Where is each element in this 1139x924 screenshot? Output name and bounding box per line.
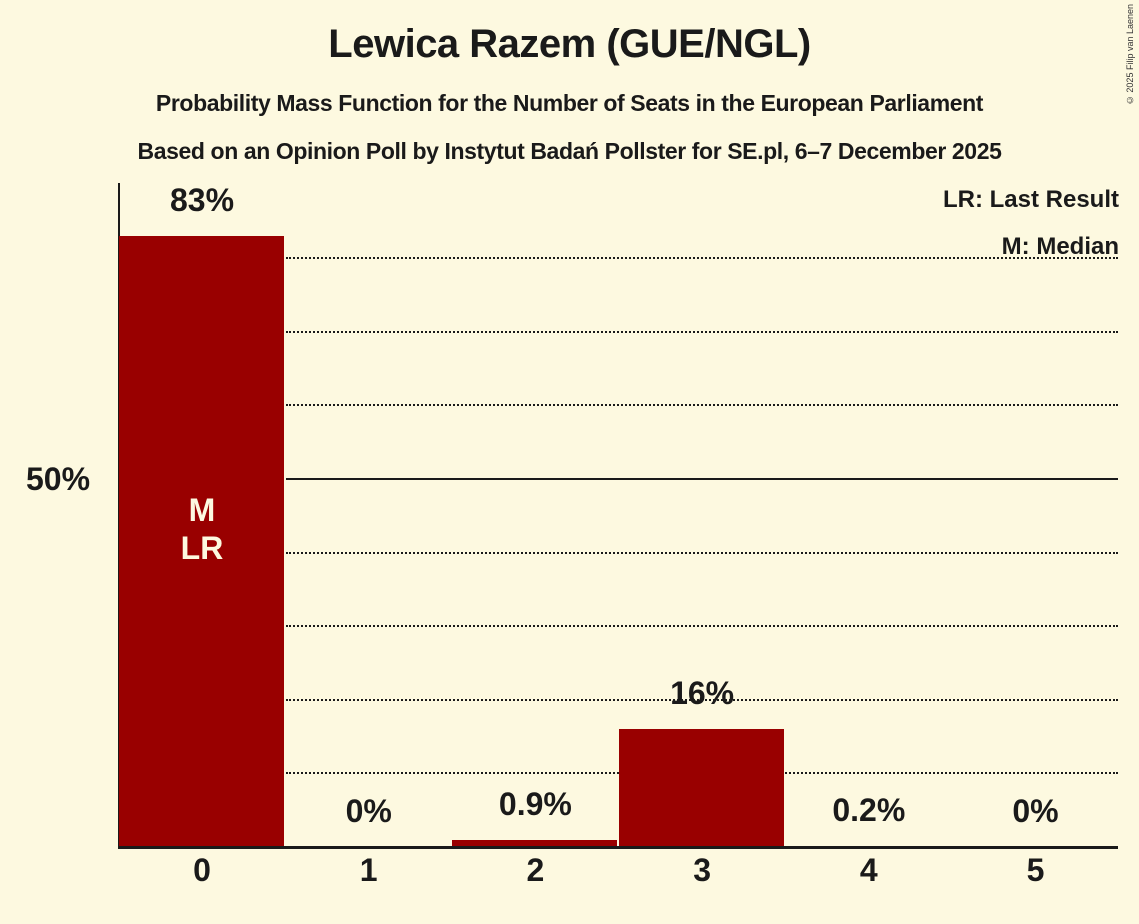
bar-value-label: 16%	[670, 675, 735, 712]
gridline-30	[286, 625, 1118, 628]
x-tick-label: 0	[193, 852, 211, 888]
bar-value-label: 0%	[345, 793, 392, 829]
chart-subtitle: Probability Mass Function for the Number…	[155, 90, 984, 116]
bar-0	[119, 236, 284, 847]
legend-last-result: LR: Last Result	[942, 186, 1119, 213]
gridline-40	[286, 551, 1118, 554]
gridline-60	[286, 404, 1118, 407]
x-axis	[118, 846, 1118, 849]
gridline-20	[286, 698, 1118, 701]
gridline-80	[286, 257, 1118, 260]
chart-source: Based on an Opinion Poll by Instytut Bad…	[137, 138, 1002, 164]
legend-median: M: Median	[1001, 233, 1119, 260]
x-tick-label: 3	[693, 852, 711, 888]
bar-value-label: 0.9%	[498, 786, 572, 823]
bar-value-label: 83%	[169, 182, 235, 219]
gridline-50	[286, 478, 1118, 480]
bar-annotation-median-last-result: M LR	[180, 492, 224, 566]
x-tick-label: 1	[359, 852, 378, 888]
bar-2	[452, 840, 618, 847]
bar-3	[619, 729, 785, 847]
x-tick-label: 4	[859, 852, 878, 888]
x-tick-label: 2	[526, 852, 545, 888]
gridline-70	[286, 330, 1118, 333]
bar-value-label: 0.2%	[832, 791, 906, 828]
bar-value-label: 0%	[1012, 793, 1059, 829]
chart-title: Lewica Razem (GUE/NGL)	[328, 22, 811, 66]
x-tick-label: 5	[1026, 852, 1045, 888]
y-tick-label: 50%	[26, 461, 91, 497]
